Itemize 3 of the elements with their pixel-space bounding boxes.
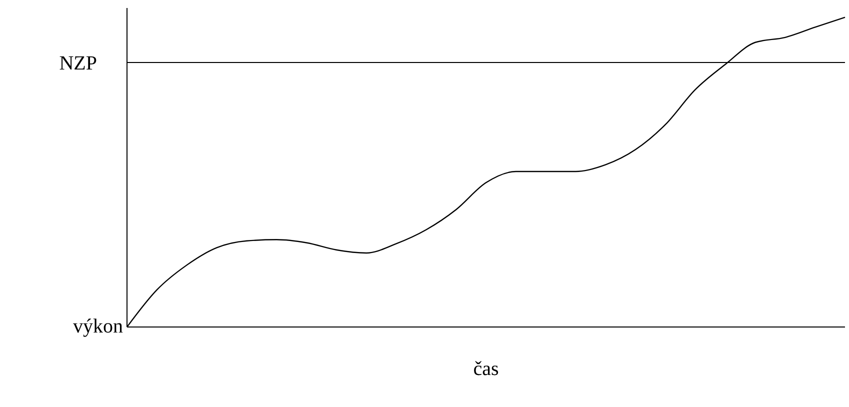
ref-line-label: NZP (59, 52, 97, 75)
x-axis-title: čas (473, 358, 499, 380)
y-axis-title: výkon (73, 316, 123, 338)
